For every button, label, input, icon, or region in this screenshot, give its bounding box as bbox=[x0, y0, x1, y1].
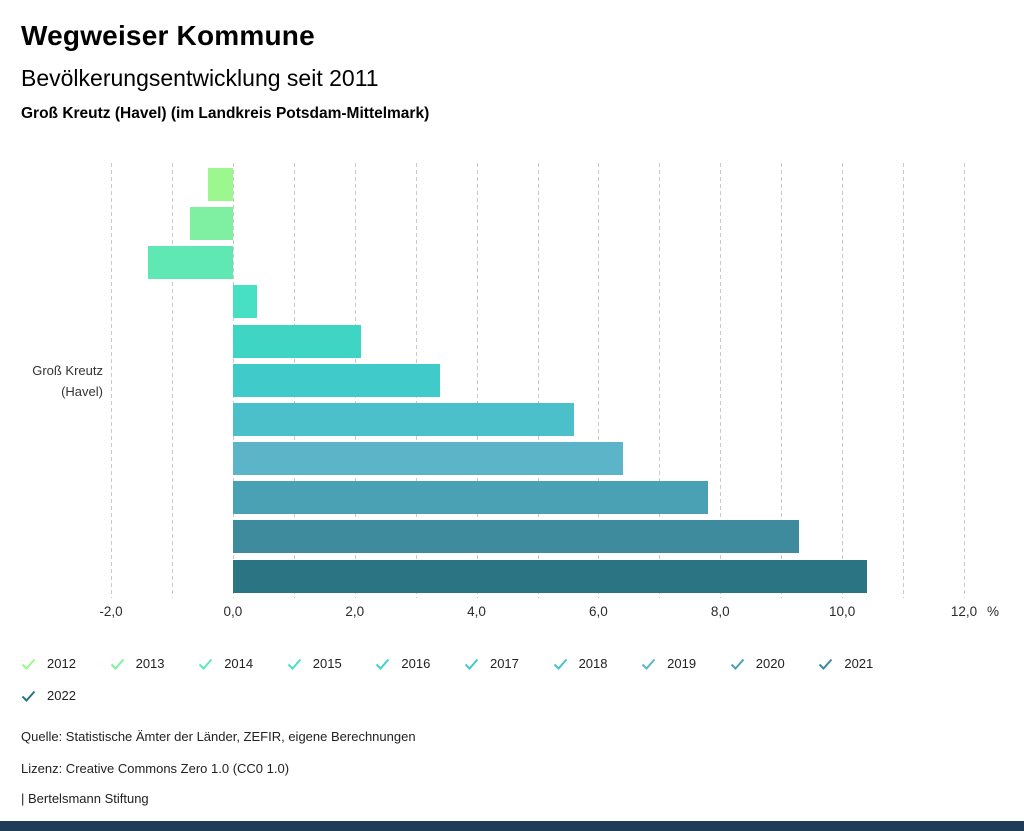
legend-row-2: 2022 bbox=[21, 688, 1001, 703]
checkmark-icon bbox=[110, 658, 124, 670]
legend-label: 2021 bbox=[844, 656, 874, 671]
legend-item-2016[interactable]: 2016 bbox=[375, 656, 464, 671]
checkmark-icon bbox=[553, 658, 567, 670]
x-tick-label-12: 12,0 bbox=[950, 604, 978, 619]
legend-label: 2020 bbox=[755, 656, 785, 671]
x-tick-label-0: 0,0 bbox=[223, 604, 243, 619]
bar-2020[interactable] bbox=[232, 481, 709, 515]
gridline-7 bbox=[659, 163, 661, 598]
legend-item-2018[interactable]: 2018 bbox=[553, 656, 642, 671]
x-axis: -2,0 0,0 2,0 4,0 6,0 8,0 10,0 12,0% bbox=[0, 604, 1024, 622]
legend-item-2017[interactable]: 2017 bbox=[464, 656, 553, 671]
checkmark-icon bbox=[198, 658, 213, 670]
x-tick-label-10: 10,0 bbox=[829, 604, 856, 619]
bar-2021[interactable] bbox=[232, 520, 800, 554]
bar-2014[interactable] bbox=[147, 246, 233, 280]
legend-item-2019[interactable]: 2019 bbox=[641, 656, 730, 671]
checkmark-icon bbox=[21, 690, 36, 702]
x-tick-label-6: 6,0 bbox=[589, 604, 608, 619]
publisher-note: | Bertelsmann Stiftung bbox=[21, 791, 149, 806]
x-tick-label-8: 8,0 bbox=[710, 604, 730, 619]
legend-item-2021[interactable]: 2021 bbox=[818, 656, 907, 671]
bar-2015[interactable] bbox=[232, 285, 258, 319]
bar-2012[interactable] bbox=[208, 168, 233, 201]
legend-label: 2016 bbox=[401, 656, 431, 671]
chart-title: Bevölkerungsentwicklung seit 2011 bbox=[21, 65, 379, 91]
gridline--1 bbox=[171, 163, 173, 598]
legend-label: 2012 bbox=[47, 656, 76, 671]
legend-label: 2015 bbox=[312, 656, 342, 671]
legend-item-2022[interactable]: 2022 bbox=[21, 688, 110, 703]
legend-label: 2017 bbox=[489, 656, 519, 671]
gridline-4 bbox=[476, 163, 478, 598]
bar-2022[interactable] bbox=[232, 559, 867, 593]
checkmark-icon bbox=[641, 658, 656, 670]
gridline--2 bbox=[111, 163, 112, 598]
source-note: Quelle: Statistische Ämter der Länder, Z… bbox=[21, 729, 416, 744]
checkmark-icon bbox=[376, 658, 390, 670]
checkmark-icon bbox=[464, 658, 479, 670]
bar-2017[interactable] bbox=[232, 363, 440, 397]
gridline-10 bbox=[842, 163, 844, 598]
bar-2018[interactable] bbox=[232, 402, 575, 436]
brand-footer-bar bbox=[0, 821, 1024, 831]
page-title: Wegweiser Kommune bbox=[21, 20, 315, 51]
category-axis-label: Groß Kreutz (Havel) bbox=[0, 360, 103, 402]
license-note: Lizenz: Creative Commons Zero 1.0 (CC0 1… bbox=[21, 761, 290, 776]
bar-2013[interactable] bbox=[190, 207, 233, 241]
x-tick-label-4: 4,0 bbox=[467, 604, 486, 619]
bar-2016[interactable] bbox=[232, 324, 361, 358]
legend-item-2015[interactable]: 2015 bbox=[287, 656, 376, 671]
x-axis-unit-label: % bbox=[986, 604, 1000, 619]
checkmark-icon bbox=[819, 658, 833, 670]
legend-label: 2019 bbox=[667, 656, 697, 671]
legend: 2012 2013 2014 2015 2016 2017 2018 2019 2020 2021… bbox=[21, 656, 1001, 703]
region-subtitle: Groß Kreutz (Havel) (im Landkreis Potsda… bbox=[21, 105, 430, 122]
checkmark-icon bbox=[21, 658, 36, 670]
legend-row-1: 2012 2013 2014 2015 2016 2017 2018 2019 2020 2021 bbox=[21, 656, 1001, 671]
gridline-6 bbox=[598, 163, 600, 598]
category-axis-label-line1: Groß Kreutz bbox=[32, 363, 103, 378]
legend-item-2012[interactable]: 2012 bbox=[21, 656, 110, 671]
checkmark-icon bbox=[287, 658, 302, 670]
legend-label: 2022 bbox=[47, 688, 76, 703]
legend-label: 2018 bbox=[578, 656, 608, 671]
x-tick-label--2: -2,0 bbox=[99, 604, 123, 619]
checkmark-icon bbox=[730, 658, 744, 670]
gridline-5 bbox=[537, 163, 539, 598]
x-tick-label-2: 2,0 bbox=[345, 604, 365, 619]
gridline-11 bbox=[903, 163, 905, 598]
plot-area bbox=[111, 163, 965, 598]
legend-label: 2014 bbox=[224, 656, 254, 671]
bar-2019[interactable] bbox=[232, 442, 623, 476]
legend-label: 2013 bbox=[135, 656, 165, 671]
legend-item-2020[interactable]: 2020 bbox=[730, 656, 819, 671]
legend-item-2014[interactable]: 2014 bbox=[198, 656, 287, 671]
legend-item-2013[interactable]: 2013 bbox=[110, 656, 199, 671]
gridline-12 bbox=[964, 163, 965, 598]
gridline-9 bbox=[781, 163, 783, 598]
category-axis-label-line2: (Havel) bbox=[61, 384, 103, 399]
gridline-8 bbox=[720, 163, 722, 598]
